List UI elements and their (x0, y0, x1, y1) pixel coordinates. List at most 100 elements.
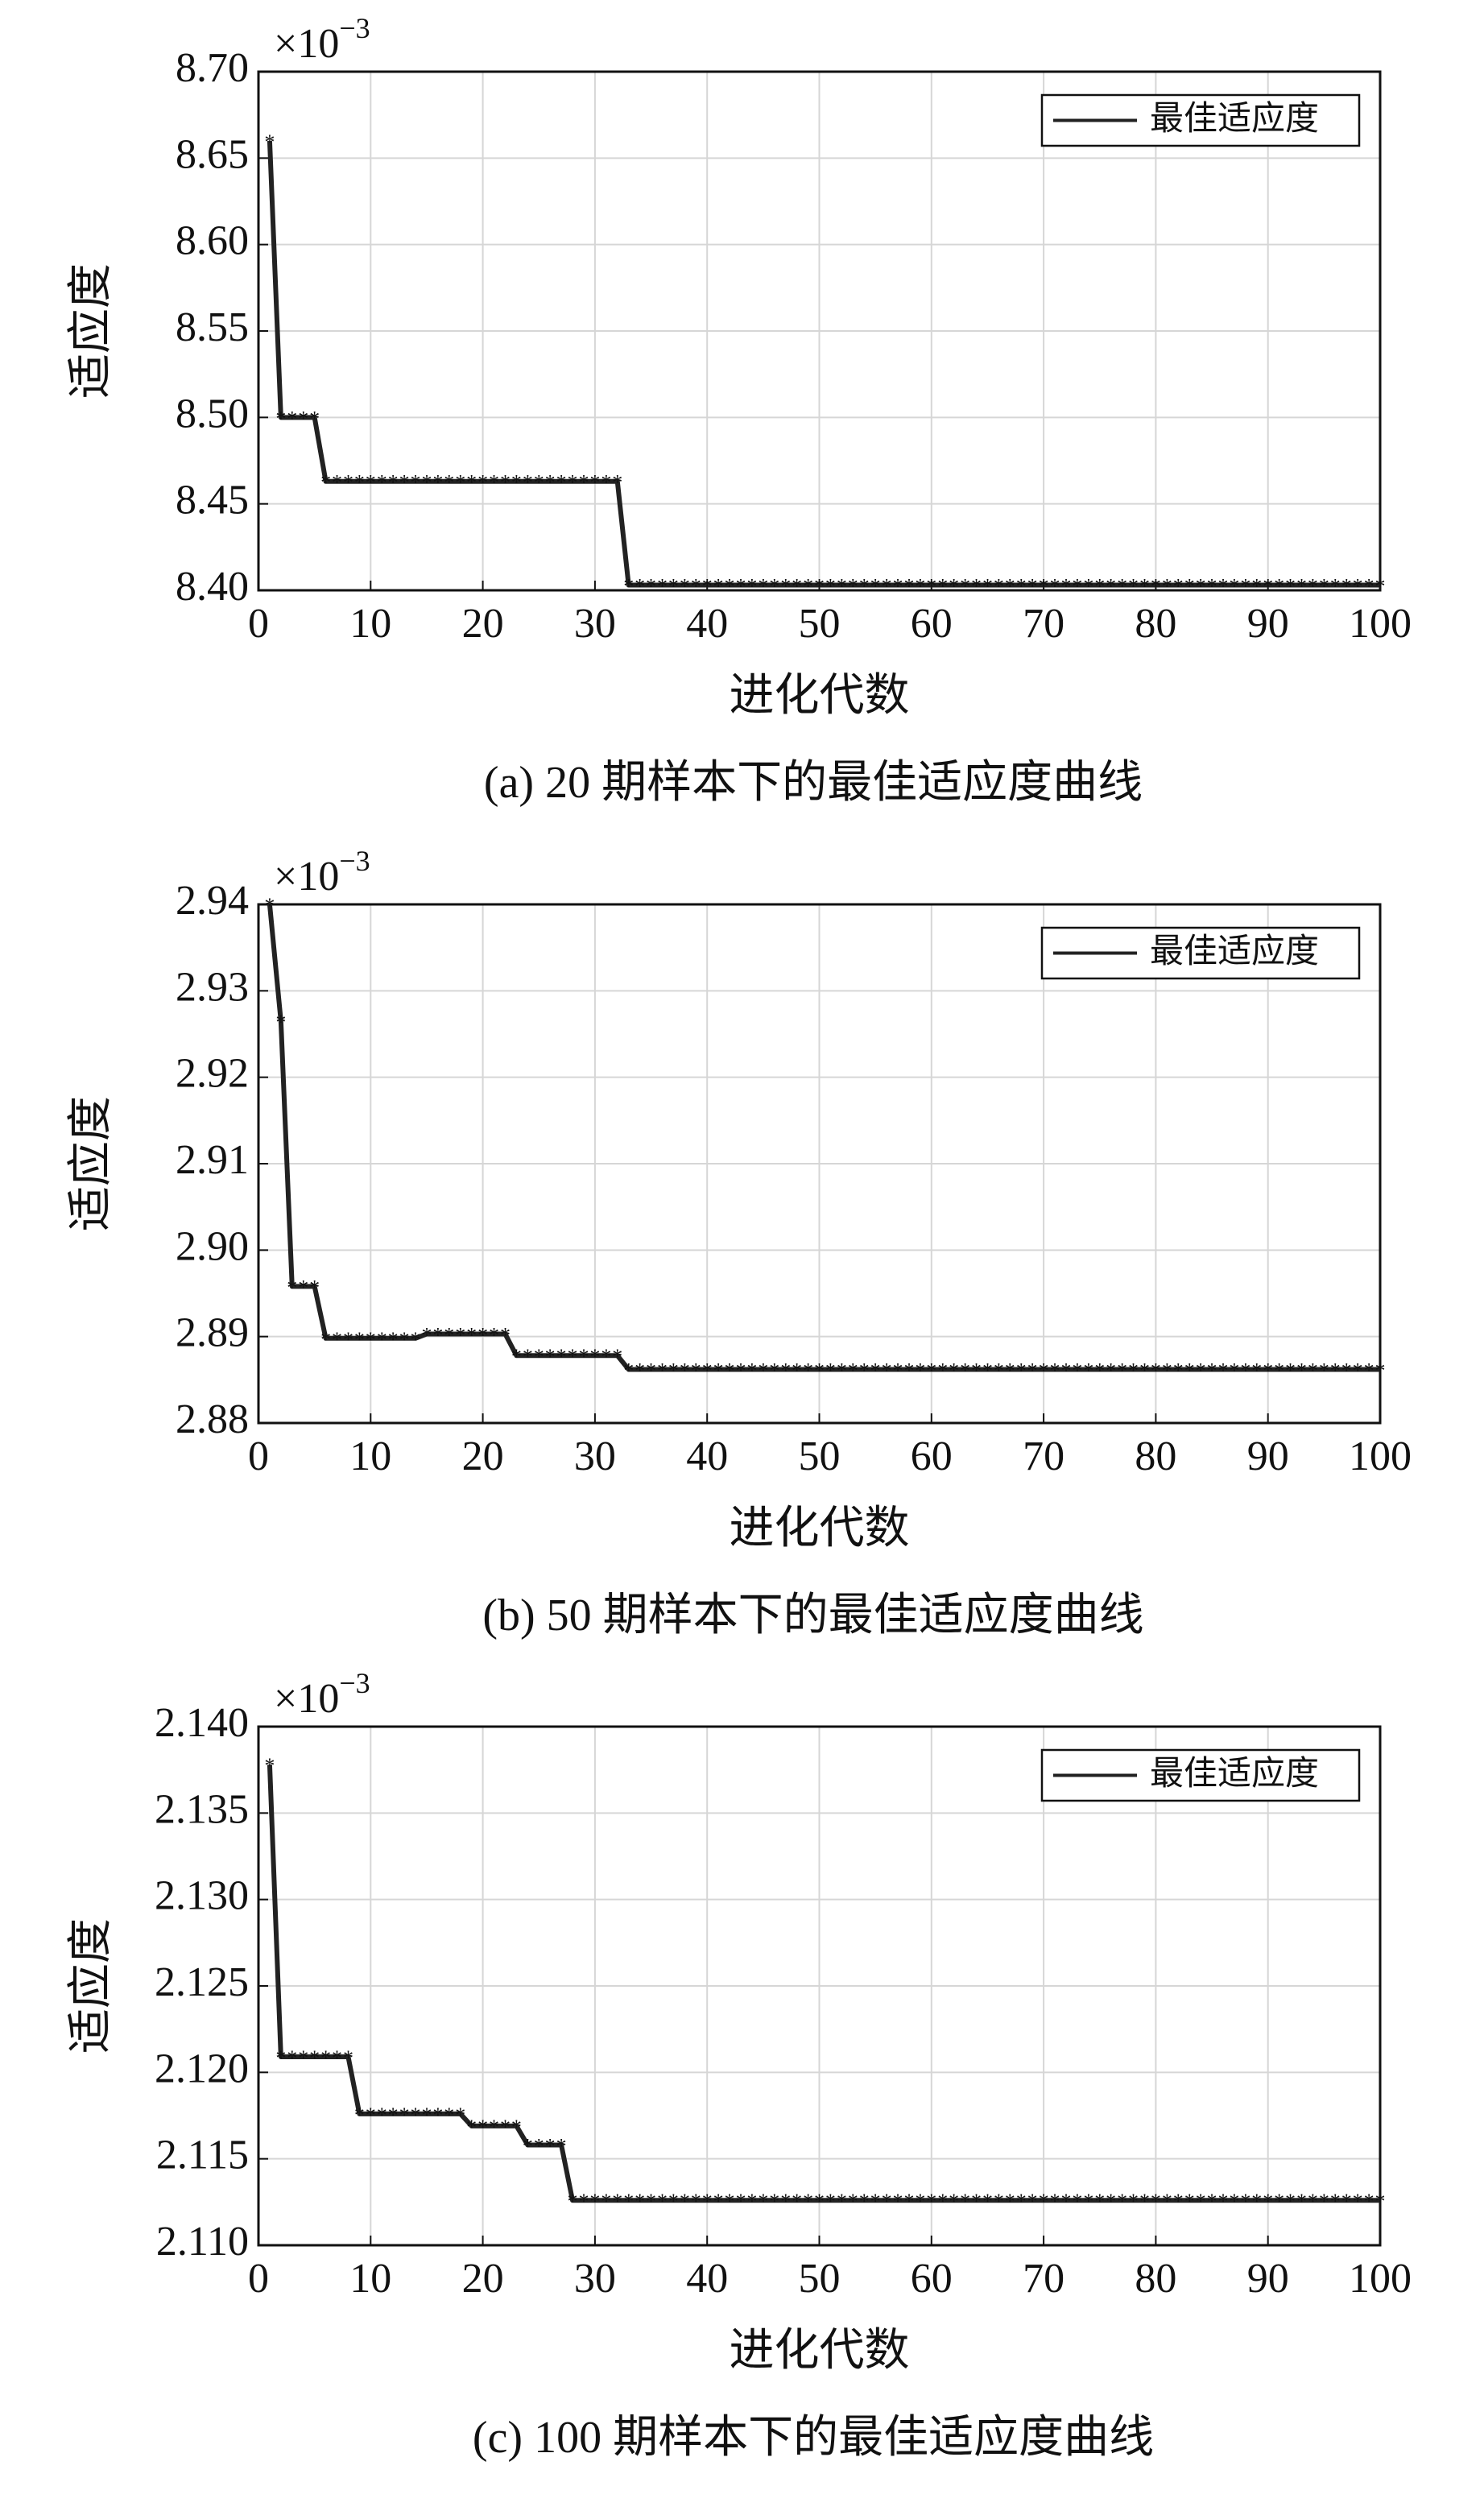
data-marker: * (1263, 2190, 1273, 2213)
data-marker: * (1240, 575, 1250, 598)
data-line (267, 1764, 1380, 2203)
data-marker: * (623, 1359, 634, 1382)
data-marker: * (837, 575, 847, 598)
data-marker: * (511, 471, 522, 494)
data-marker: * (1128, 575, 1139, 598)
data-marker: * (1364, 575, 1374, 598)
data-marker: * (399, 1328, 410, 1351)
data-marker: * (893, 2190, 903, 2213)
data-marker: * (556, 471, 567, 494)
data-marker: * (511, 1345, 522, 1368)
data-marker: * (746, 1359, 757, 1382)
data-marker: * (1094, 1359, 1105, 1382)
data-marker: * (870, 2190, 881, 2213)
data-marker: * (1162, 2190, 1172, 2213)
data-marker: * (320, 471, 331, 494)
data-marker: * (680, 575, 690, 598)
data-marker: * (298, 407, 308, 430)
data-marker: * (1341, 1359, 1352, 1382)
data-marker: * (568, 471, 578, 494)
data-marker: * (568, 2190, 578, 2213)
y-tick-label: 2.94 (176, 878, 249, 924)
data-marker: * (994, 2190, 1004, 2213)
x-tick-label: 10 (349, 1433, 391, 1479)
data-marker: * (332, 2046, 342, 2070)
data-marker: * (702, 575, 713, 598)
data-marker: * (1173, 575, 1184, 598)
data-marker: * (848, 575, 858, 598)
data-marker: * (1274, 575, 1284, 598)
data-marker: * (915, 1359, 925, 1382)
data-marker: * (601, 2190, 611, 2213)
data-marker: * (657, 575, 668, 598)
data-marker: * (477, 471, 488, 494)
data-marker: * (523, 471, 533, 494)
data-marker: * (1106, 575, 1116, 598)
data-marker: * (1364, 1359, 1374, 1382)
y-multiplier: ×10−3 (274, 12, 370, 67)
data-marker: * (1353, 2190, 1363, 2213)
data-marker: * (466, 1323, 477, 1347)
data-marker: * (1050, 1359, 1060, 1382)
data-marker: * (1039, 575, 1049, 598)
data-marker: * (601, 1345, 611, 1368)
data-marker: * (1330, 2190, 1341, 2213)
y-tick-label: 2.120 (155, 2046, 249, 2091)
data-marker: * (769, 2190, 779, 2213)
data-marker: * (343, 471, 353, 494)
data-marker: * (1341, 2190, 1352, 2213)
data-marker: * (803, 575, 813, 598)
data-marker: * (388, 1328, 399, 1351)
x-tick-label: 40 (686, 601, 728, 647)
data-marker: * (725, 575, 735, 598)
data-marker: * (792, 575, 802, 598)
y-axis-label: 适应度 (66, 1918, 116, 2054)
legend-label: 最佳适应度 (1150, 100, 1319, 138)
data-marker: * (399, 2104, 410, 2127)
data-marker: * (691, 1359, 701, 1382)
x-tick-label: 50 (799, 1433, 841, 1479)
data-marker: * (713, 2190, 724, 2213)
data-marker: * (1296, 2190, 1307, 2213)
data-marker: * (489, 1323, 499, 1347)
y-tick-label: 2.91 (176, 1137, 249, 1183)
data-marker: * (1106, 1359, 1116, 1382)
data-marker: * (949, 2190, 959, 2213)
y-axis-label: 适应度 (66, 263, 116, 399)
x-tick-label: 0 (248, 601, 269, 647)
data-marker: * (1139, 2190, 1150, 2213)
x-tick-label: 90 (1247, 1433, 1289, 1479)
data-marker: * (1039, 1359, 1049, 1382)
data-marker: * (399, 471, 410, 494)
data-marker: * (780, 575, 791, 598)
data-marker: * (1151, 1359, 1161, 1382)
data-marker: * (343, 1328, 353, 1351)
x-tick-label: 0 (248, 2256, 269, 2302)
data-marker: * (680, 2190, 690, 2213)
x-tick-label: 80 (1135, 2256, 1176, 2302)
y-tick-label: 2.90 (176, 1223, 249, 1269)
data-marker: * (893, 1359, 903, 1382)
data-marker: * (971, 2190, 982, 2213)
y-multiplier-base: ×10 (274, 854, 339, 900)
data-marker: * (1027, 1359, 1038, 1382)
data-line (267, 904, 1380, 1372)
data-marker: * (882, 575, 892, 598)
data-marker: * (1094, 2190, 1105, 2213)
data-marker: * (1375, 575, 1386, 598)
y-multiplier-exponent: −3 (339, 1667, 370, 1699)
data-marker: * (354, 471, 365, 494)
data-marker: * (1094, 575, 1105, 598)
data-marker: * (298, 2046, 308, 2070)
data-marker: * (320, 1328, 331, 1351)
data-marker: * (1083, 1359, 1093, 1382)
data-marker: * (1207, 1359, 1217, 1382)
data-marker: * (500, 471, 511, 494)
y-tick-label: 2.93 (176, 964, 249, 1010)
data-marker: * (848, 2190, 858, 2213)
data-marker: * (1162, 1359, 1172, 1382)
data-marker: * (937, 2190, 948, 2213)
data-marker: * (814, 2190, 825, 2213)
data-marker: * (1353, 575, 1363, 598)
data-marker: * (713, 1359, 724, 1382)
